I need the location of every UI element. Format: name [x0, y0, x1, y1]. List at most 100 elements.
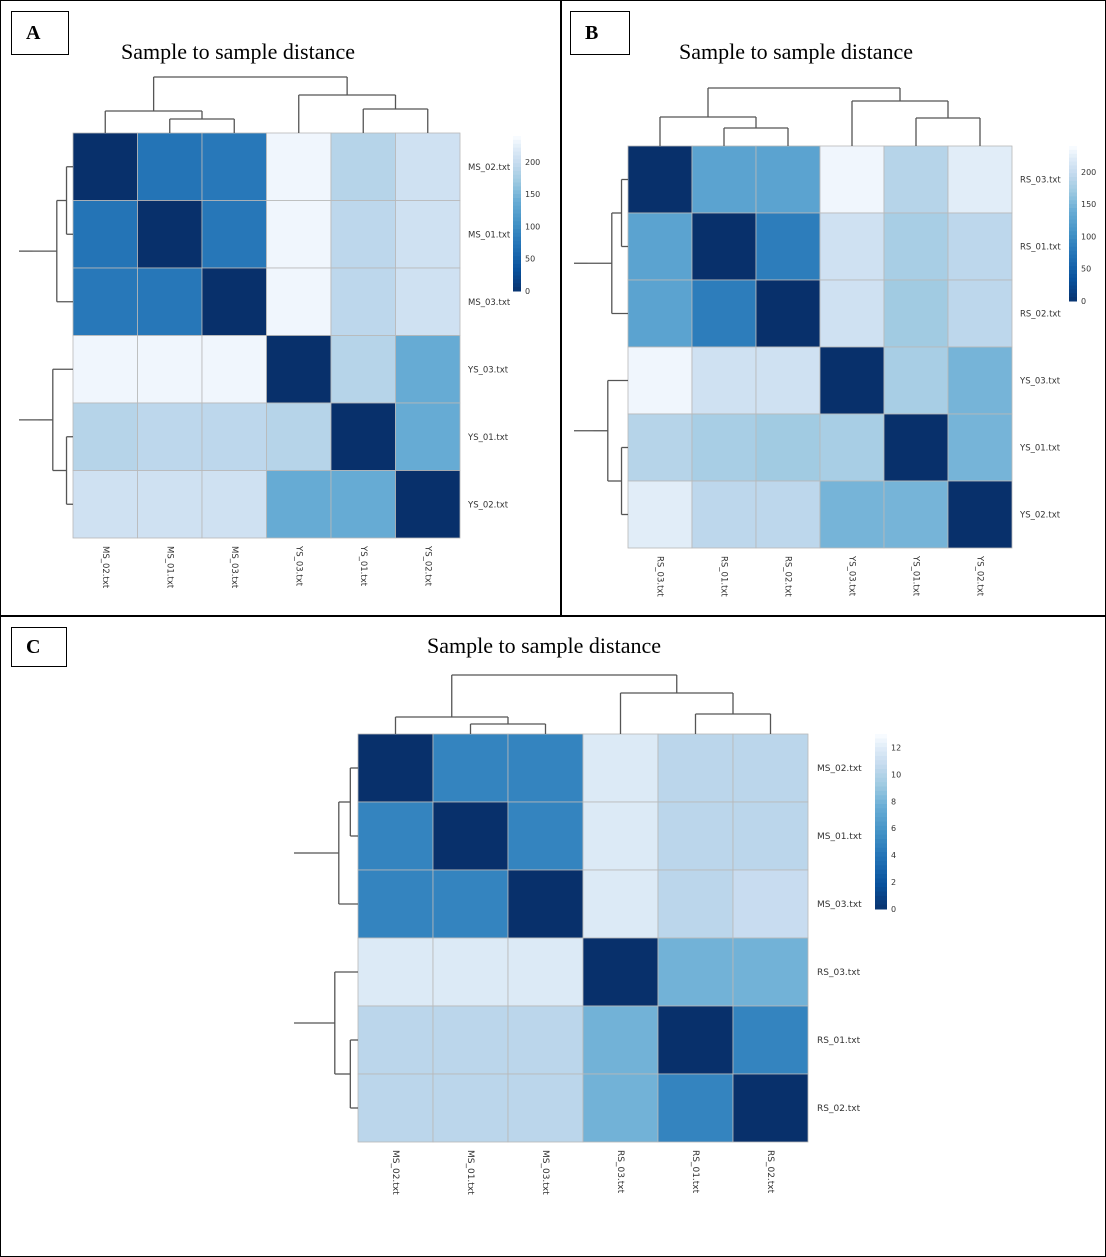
- heatmap-cell: [432, 937, 509, 1007]
- heatmap-cell: [395, 402, 461, 471]
- heatmap-c: MS_02.txt MS_01.txt MS_03.txt RS_03.txt RS_0…: [294, 674, 901, 1195]
- heatmap-cell: [201, 470, 267, 539]
- heatmap-cell: [819, 279, 885, 348]
- row-dendrogram: [19, 166, 73, 505]
- heatmap-cell: [330, 132, 396, 201]
- heatmap-cell: [432, 869, 509, 939]
- heatmap-cell: [137, 470, 203, 539]
- heatmap-cell: [432, 733, 509, 803]
- row-label: YS_03.txt: [467, 365, 509, 375]
- column-label: MS_01.txt: [465, 1150, 475, 1195]
- row-label: YS_02.txt: [1019, 511, 1061, 521]
- heatmap-cell: [357, 801, 434, 871]
- heatmap-cell: [819, 212, 885, 281]
- heatmap-cell: [819, 413, 885, 482]
- column-dendrogram: [104, 76, 429, 133]
- heatmap-cell: [432, 1073, 509, 1143]
- heatmap-cell: [72, 132, 138, 201]
- color-legend: 0 2 4 6 8 10 12: [875, 734, 901, 914]
- legend-tick-label: 12: [891, 743, 901, 752]
- legend-tick-label: 150: [1081, 200, 1096, 209]
- heatmap-cell: [657, 801, 734, 871]
- heatmap-cell: [947, 480, 1013, 549]
- column-dendrogram: [394, 674, 772, 734]
- column-label: RS_02.txt: [765, 1150, 775, 1194]
- heatmap-cell: [582, 1073, 659, 1143]
- panel-letter: B: [570, 11, 630, 55]
- column-label: RS_03.txt: [615, 1150, 625, 1194]
- column-label: MS_02.txt: [100, 546, 110, 589]
- color-legend: 0 50 100 150 200: [1069, 146, 1096, 306]
- heatmap-cell: [657, 1005, 734, 1075]
- heatmap-cell: [582, 733, 659, 803]
- row-label: RS_02.txt: [1020, 310, 1061, 320]
- legend-tick-label: 8: [891, 797, 896, 806]
- heatmap-cell: [755, 346, 821, 415]
- heatmap-cell: [657, 937, 734, 1007]
- legend-tick-label: 2: [891, 878, 896, 887]
- heatmap-cell: [357, 733, 434, 803]
- heatmap-cell: [883, 279, 949, 348]
- heatmap-cell: [627, 480, 693, 549]
- heatmap-cell: [691, 212, 757, 281]
- heatmap-cell: [627, 413, 693, 482]
- heatmap-cell: [330, 470, 396, 539]
- heatmap-cell: [819, 346, 885, 415]
- column-label: RS_01.txt: [719, 556, 729, 597]
- column-dendrogram: [659, 87, 981, 146]
- heatmap-cell: [755, 145, 821, 214]
- panel-letter: C: [11, 627, 67, 667]
- heatmap-cell: [395, 132, 461, 201]
- heatmap-cell: [732, 733, 809, 803]
- heatmap-cell: [883, 145, 949, 214]
- heatmap-cell: [137, 200, 203, 269]
- heatmap-cell: [395, 267, 461, 336]
- column-label: RS_01.txt: [690, 1150, 700, 1194]
- row-label: MS_02.txt: [817, 764, 862, 774]
- column-label: MS_02.txt: [390, 1150, 400, 1195]
- heatmap-cell: [819, 480, 885, 549]
- heatmap-cell: [947, 212, 1013, 281]
- heatmap-cell: [330, 200, 396, 269]
- heatmap-cell: [357, 1005, 434, 1075]
- heatmap-cell: [72, 470, 138, 539]
- panel-c: C Sample to sample distance MS_02.txt MS_…: [0, 616, 1106, 1257]
- panel-b: B Sample to sample distance RS_03.txt RS_…: [561, 0, 1106, 616]
- heatmap-cell: [137, 267, 203, 336]
- heatmap-a: MS_02.txt MS_01.txt MS_03.txt YS_03.txt YS_0…: [19, 76, 540, 589]
- column-label: YS_03.txt: [293, 545, 303, 587]
- heatmap-cell: [732, 937, 809, 1007]
- column-label: MS_03.txt: [229, 546, 239, 589]
- heatmap-cell: [657, 733, 734, 803]
- legend-tick-label: 6: [891, 824, 896, 833]
- heatmap-cell: [657, 869, 734, 939]
- panel-letter: A: [11, 11, 69, 55]
- heatmap-cell: [691, 480, 757, 549]
- heatmap-cell: [507, 1073, 584, 1143]
- heatmap-cell: [582, 869, 659, 939]
- legend-tick-label: 200: [1081, 168, 1096, 177]
- heatmap-cell: [266, 267, 332, 336]
- heatmap-cell: [357, 1073, 434, 1143]
- heatmap-cell: [266, 470, 332, 539]
- heatmap-cell: [201, 335, 267, 404]
- legend-tick-label: 0: [891, 905, 896, 914]
- heatmap-cell: [947, 279, 1013, 348]
- row-label: MS_01.txt: [468, 230, 511, 240]
- row-label: RS_02.txt: [817, 1104, 861, 1114]
- legend-tick-label: 100: [525, 222, 540, 231]
- heatmap-cell: [582, 1005, 659, 1075]
- heatmap-cell: [395, 470, 461, 539]
- heatmap-cell: [201, 200, 267, 269]
- heatmap-cell: [627, 145, 693, 214]
- heatmap-cell: [266, 132, 332, 201]
- legend-tick-label: 50: [1081, 265, 1091, 274]
- heatmap-cell: [72, 402, 138, 471]
- heatmap-cell: [691, 145, 757, 214]
- heatmap-cell: [883, 346, 949, 415]
- heatmap-cell: [947, 346, 1013, 415]
- heatmap-cell: [732, 869, 809, 939]
- row-label: RS_01.txt: [817, 1036, 861, 1046]
- heatmap-cell: [755, 279, 821, 348]
- heatmap-cell: [72, 267, 138, 336]
